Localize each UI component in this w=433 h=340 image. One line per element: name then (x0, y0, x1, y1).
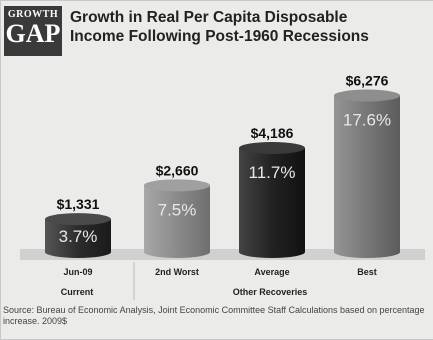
dollar-label-0: $1,331 (57, 196, 100, 212)
bar-base-3 (334, 246, 400, 258)
title-line1: Growth in Real Per Capita Disposable (70, 9, 348, 26)
pct-label-0: 3.7% (59, 227, 98, 246)
category-label-2: Average (254, 267, 289, 277)
bar-1 (144, 185, 210, 252)
group-label-current: Current (61, 287, 94, 297)
bar-base-0 (45, 246, 111, 258)
bar-top-0 (45, 213, 111, 226)
dollar-label-2: $4,186 (251, 125, 294, 141)
bar-top-1 (144, 179, 210, 192)
growth-gap-badge: GROWTH GAP (4, 6, 62, 56)
bar-2 (239, 148, 305, 252)
bar-base-2 (239, 246, 305, 258)
pct-label-1: 7.5% (158, 200, 197, 219)
bar-top-2 (239, 142, 305, 154)
chart-title: Growth in Real Per Capita Disposable Inc… (70, 8, 410, 46)
pct-label-2: 11.7% (249, 163, 296, 182)
pct-label-3: 17.6% (343, 111, 391, 130)
bar-top-3 (334, 89, 400, 102)
dollar-label-3: $6,276 (346, 73, 389, 89)
bar-base-1 (144, 246, 210, 258)
category-label-0: Jun-09 (63, 267, 92, 277)
dollar-label-1: $2,660 (156, 162, 199, 178)
source-note: Source: Bureau of Economic Analysis, Joi… (3, 305, 425, 326)
category-label-1: 2nd Worst (155, 267, 199, 277)
category-label-3: Best (357, 267, 377, 277)
bar-3 (334, 95, 400, 252)
badge-line2: GAP (5, 19, 61, 48)
group-label-other-recoveries: Other Recoveries (233, 287, 308, 297)
title-line2: Income Following Post-1960 Recessions (70, 28, 369, 45)
badge-line1: GROWTH (7, 9, 59, 20)
chart-floor (20, 249, 425, 260)
